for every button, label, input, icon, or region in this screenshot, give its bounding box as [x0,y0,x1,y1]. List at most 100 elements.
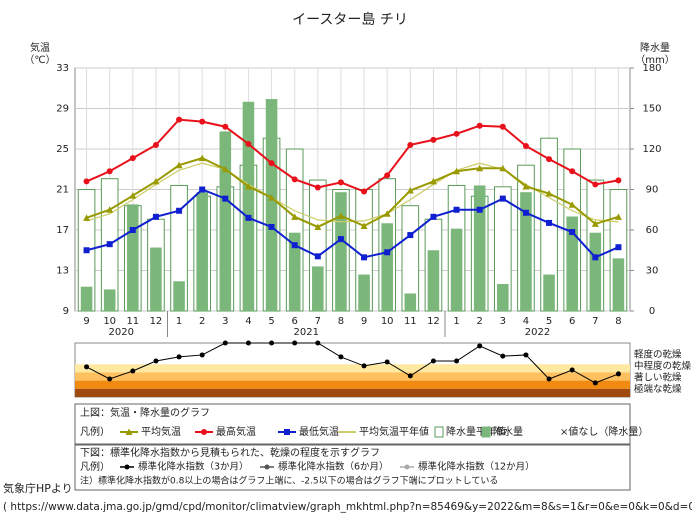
bar [520,192,532,311]
marker [129,192,137,199]
legend-label: 標準化降水指数（6か月） [278,461,389,473]
bar [543,274,555,311]
bar [381,223,393,311]
year-label: 2021 [294,327,319,338]
marker [407,141,414,148]
x-tick-label: 9 [361,316,367,327]
marker [406,187,414,194]
marker [268,223,275,230]
marker [337,179,344,186]
marker [546,376,552,382]
legend-note: ×値なし（降水量） [560,425,648,438]
x-tick-label: 12 [150,316,163,327]
y-axis-unit: （℃） [24,54,55,66]
marker [292,340,298,346]
bar [589,232,602,311]
x-tick-label: 4 [245,316,251,327]
marker [284,429,290,435]
marker [337,236,344,243]
bar [450,228,463,311]
marker [476,206,483,213]
y2-tick-label: 30 [646,266,659,277]
marker [500,353,506,359]
marker [522,142,529,149]
legend-box [74,403,631,445]
marker [476,164,484,172]
x-tick-label: 11 [126,316,139,327]
marker [222,195,229,202]
x-tick-label: 5 [268,316,274,327]
marker [199,352,205,358]
marker [546,219,553,226]
marker [83,247,90,254]
y2-tick-label: 90 [646,185,659,196]
marker [83,214,91,221]
x-tick-label: 2 [477,316,483,327]
marker [569,229,576,236]
marker [569,168,576,175]
marker [106,168,113,175]
marker [592,181,599,188]
marker [337,212,345,219]
marker [453,130,460,137]
bar [473,185,486,311]
x-tick-label: 10 [381,316,394,327]
marker [245,340,251,346]
marker [152,177,160,185]
marker [268,194,276,201]
marker [407,232,414,239]
marker [314,223,322,230]
marker [245,214,252,221]
y-tick-label: 29 [56,104,69,115]
x-tick-label: 6 [292,316,298,327]
marker [291,242,298,249]
note: 注）標準化降水指数が0.8以上の場合はグラフ上端に、-2.5以下の場合はグラフ下… [80,475,498,487]
marker [430,213,437,220]
bar [103,289,116,311]
legend-swatch [434,426,444,438]
marker [522,182,530,190]
bar [497,284,509,311]
line [86,118,619,193]
y-axis-label: 気温 [30,41,50,54]
year-label: 2020 [109,327,134,338]
band-label: 中程度の乾燥 [634,360,692,372]
marker [407,373,413,379]
marker [199,186,206,193]
y2-axis-unit: （mm） [635,54,674,66]
marker [591,220,599,227]
bar [358,274,370,311]
legend-title: 下図：標準化降水指数から見積もられた、乾燥の程度を示すグラフ [80,446,380,459]
marker [314,253,321,260]
marker [129,227,136,233]
marker [175,161,183,169]
marker [83,178,90,185]
marker [125,428,133,435]
marker [545,190,553,197]
x-tick-label: 8 [615,316,621,327]
band-label: 極端な乾燥 [634,383,682,395]
legend-marker [404,464,410,470]
marker [614,213,622,220]
x-tick-label: 2 [199,316,205,327]
marker [429,177,437,185]
x-tick-label: 12 [427,316,440,327]
marker [152,141,159,148]
band-label: 著しい乾燥 [634,372,682,384]
marker [338,354,344,360]
y-tick-label: 25 [56,144,69,155]
marker [568,201,576,208]
marker [221,165,229,173]
bar [219,131,232,311]
marker [476,122,483,129]
marker [430,136,437,143]
marker [106,206,114,213]
bar [265,99,278,311]
marker [430,358,436,364]
legend-label: 平均気温平年値 [359,425,429,438]
marker [201,429,207,435]
bar [288,232,301,311]
marker [523,352,529,358]
marker [176,354,182,360]
marker [361,254,368,261]
